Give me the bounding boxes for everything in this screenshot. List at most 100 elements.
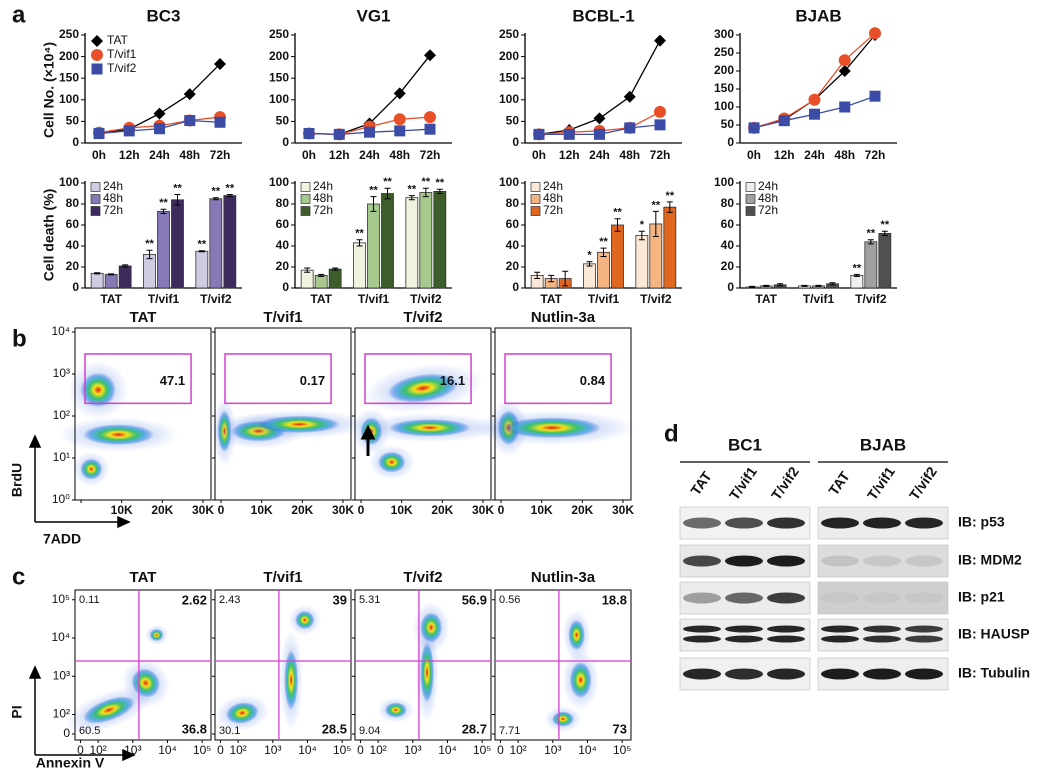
band — [725, 635, 763, 643]
x-tick-label: 10² — [89, 743, 106, 757]
bar — [405, 197, 419, 289]
legend-label: 24h — [543, 179, 563, 193]
bar — [157, 210, 170, 289]
quadrant-value: 28.5 — [322, 721, 347, 736]
y-tick-label: 10⁴ — [51, 324, 70, 338]
marker — [214, 116, 226, 128]
density-cloud — [83, 696, 135, 724]
error-bar — [198, 250, 205, 253]
density-cloud — [569, 662, 592, 698]
band — [683, 592, 721, 604]
error-bar — [666, 201, 673, 213]
marker — [839, 101, 851, 113]
significance: ** — [226, 182, 235, 194]
density-cloud — [378, 451, 406, 473]
row-label: IB: Tubulin — [958, 665, 1030, 681]
y-axis-label: PI — [9, 705, 25, 718]
legend-swatch — [90, 194, 101, 204]
significance: ** — [666, 190, 675, 202]
significance: ** — [145, 238, 154, 250]
blot-strip — [817, 618, 949, 652]
x-tick-label: 10⁴ — [158, 743, 177, 757]
y-tick-label: 0 — [512, 135, 519, 149]
error-bar — [304, 267, 311, 273]
bar — [195, 250, 209, 289]
y-tick-label: 0 — [512, 280, 519, 294]
legend-label: 72h — [103, 203, 123, 217]
lane-label: TAT — [687, 468, 715, 498]
quadrant-value: 39 — [333, 592, 347, 607]
x-tick-label: 30K — [612, 503, 634, 517]
significance: * — [640, 219, 645, 231]
x-axis-label: 7ADD — [43, 531, 81, 547]
y-tick-label: 100 — [59, 92, 79, 106]
x-tick-label: 12h — [329, 148, 350, 162]
x-tick-label: 20K — [151, 503, 173, 517]
error-bar — [801, 284, 808, 287]
y-tick-label: 20 — [276, 259, 290, 273]
x-tick-label: 10⁴ — [438, 743, 457, 757]
x-tick-label: 10K — [111, 503, 133, 517]
x-tick-label: 10⁵ — [613, 743, 631, 757]
marker — [654, 119, 666, 131]
y-tick-label: 250 — [269, 27, 289, 41]
error-bar — [777, 283, 784, 287]
marker — [533, 128, 545, 140]
y-tick-label: 50 — [506, 114, 520, 128]
bar — [663, 206, 677, 289]
y-tick-label: 0 — [727, 135, 734, 149]
bar — [104, 273, 118, 289]
error-bar — [562, 270, 569, 287]
plot-title: TAT — [130, 309, 157, 326]
quadrant-value: 36.8 — [182, 721, 207, 736]
band — [905, 668, 943, 680]
x-tick-label: TAT — [310, 292, 332, 306]
significance: ** — [436, 177, 445, 189]
error-bar — [174, 194, 181, 206]
x-tick-label: 72h — [420, 148, 441, 162]
panel-label: c — [12, 563, 25, 590]
x-tick-label: 12h — [119, 148, 140, 162]
marker — [393, 113, 406, 126]
x-tick-label: 10² — [229, 743, 246, 757]
plot-frame — [354, 327, 492, 501]
plot-title: T/vif2 — [403, 569, 442, 586]
x-tick-label: 0 — [357, 743, 364, 757]
band — [683, 625, 721, 633]
band — [683, 635, 721, 643]
marker — [869, 27, 881, 40]
legend-swatch — [745, 182, 756, 192]
arrow — [360, 424, 376, 456]
x-tick-label: 24h — [804, 148, 825, 162]
y-tick-label: 100 — [59, 175, 79, 189]
legend-swatch — [745, 194, 756, 204]
axis-arrows — [28, 434, 136, 762]
y-tick-label: 80 — [276, 196, 290, 210]
y-tick-label: 100 — [499, 175, 519, 189]
error-bar — [867, 239, 874, 245]
bar — [118, 265, 132, 289]
x-tick-label: T/vif2 — [410, 292, 442, 306]
gate — [84, 353, 192, 405]
marker — [394, 125, 406, 137]
marker — [93, 127, 105, 139]
x-tick-label: 48h — [179, 148, 200, 162]
error-bar — [212, 197, 219, 201]
lane-label: T/vif2 — [768, 464, 802, 503]
legend-label: TAT — [107, 33, 129, 47]
chart-title: BCBL-1 — [572, 6, 634, 25]
y-axis-label: Cell No. (×10⁴) — [41, 42, 57, 138]
x-tick-label: 0 — [77, 743, 84, 757]
plot-title: Nutlin-3a — [531, 309, 596, 326]
significance: ** — [867, 228, 876, 240]
band — [725, 592, 763, 604]
error-bar — [600, 247, 607, 257]
band — [767, 668, 805, 680]
error-bar — [548, 274, 555, 283]
legend-marker — [91, 49, 103, 61]
significance: * — [587, 250, 592, 262]
x-tick-label: 0h — [302, 148, 316, 162]
y-tick-label: 100 — [499, 92, 519, 106]
y-tick-label: 10¹ — [53, 450, 70, 464]
band — [905, 592, 943, 604]
